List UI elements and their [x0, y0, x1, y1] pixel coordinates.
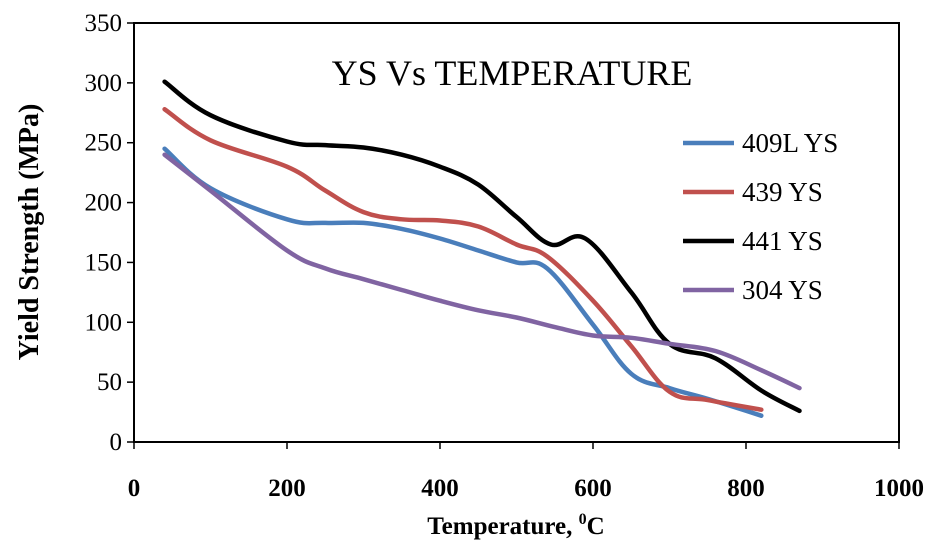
- series-line-304-ys: [162, 152, 802, 391]
- y-tick-label: 50: [97, 369, 122, 396]
- y-tick-label: 150: [85, 249, 123, 276]
- x-axis: 0 200 400 600 800 1000: [128, 442, 924, 502]
- series-line-409l-ys: [162, 146, 764, 418]
- x-tick-label: 1000: [874, 475, 924, 502]
- x-axis-title: Temperature, 0C: [427, 511, 604, 540]
- x-tick-label: 800: [727, 475, 765, 502]
- legend-label-441-ys: 441 YS: [742, 226, 823, 256]
- y-tick-label: 100: [85, 309, 123, 336]
- legend-label-439-ys: 439 YS: [742, 177, 823, 207]
- plot-area: [133, 22, 900, 443]
- y-tick-label: 200: [85, 190, 123, 217]
- x-tick-label: 200: [268, 475, 306, 502]
- y-tick-label: 250: [85, 130, 123, 157]
- series-line-441-ys: [162, 79, 802, 414]
- series-line-439-ys: [162, 106, 764, 412]
- y-axis-title: Yield Strength (MPa): [14, 104, 45, 361]
- y-tick-label: 0: [110, 429, 123, 456]
- x-axis-title-unit: C: [587, 513, 605, 540]
- legend-label-304-ys: 304 YS: [742, 275, 823, 305]
- chart-title: YS Vs TEMPERATURE: [332, 53, 693, 93]
- y-axis: 0 50 100 150 200 250 300 350: [85, 10, 134, 456]
- y-tick-label: 350: [85, 10, 123, 37]
- x-tick-label: 0: [128, 475, 141, 502]
- y-tick-label: 300: [85, 70, 123, 97]
- x-tick-label: 600: [574, 475, 612, 502]
- x-axis-title-superscript: 0: [579, 511, 587, 528]
- x-axis-title-text: Temperature,: [427, 513, 578, 540]
- plot-frame: [133, 22, 900, 443]
- x-tick-label: 400: [421, 475, 459, 502]
- legend: 409L YS 439 YS 441 YS 304 YS: [683, 128, 838, 305]
- series-lines: [162, 79, 802, 418]
- legend-label-409l-ys: 409L YS: [742, 128, 838, 158]
